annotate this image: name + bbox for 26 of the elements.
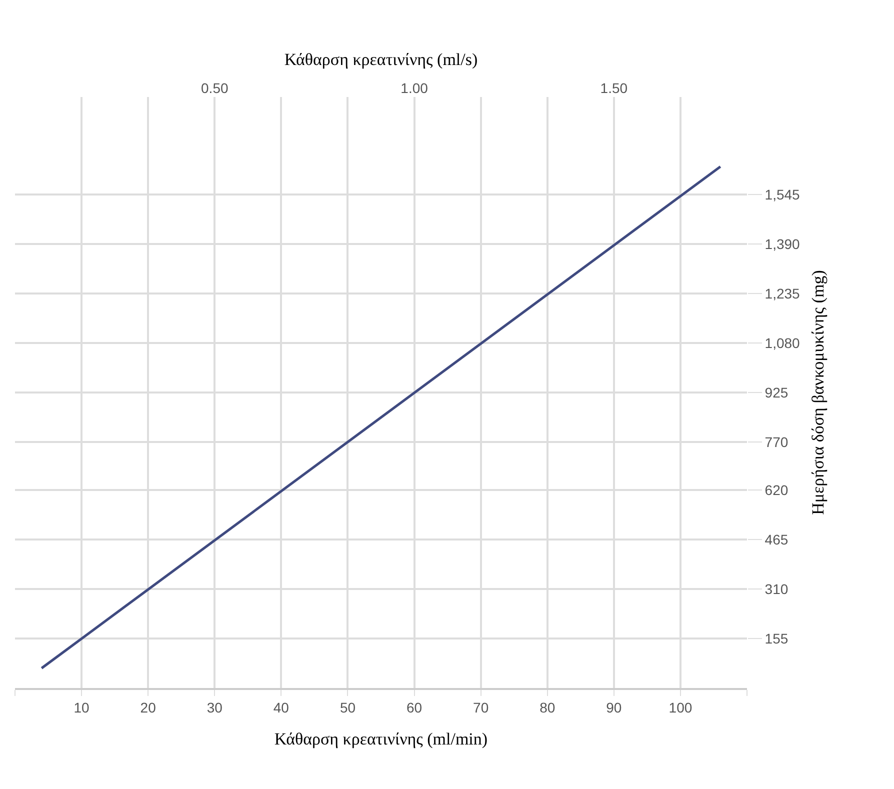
x2-tick-label: 1.00 (400, 80, 428, 96)
x-tick-label: 40 (273, 700, 290, 716)
x2-tick-label: 1.50 (600, 80, 628, 96)
y-tick-label: 925 (764, 384, 788, 400)
x-tick-label: 60 (406, 700, 422, 716)
x-tick-label: 30 (206, 700, 223, 716)
x-tick-label: 90 (606, 700, 622, 716)
y-tick-label: 310 (764, 580, 788, 597)
x-tick-label: 100 (668, 700, 692, 716)
x-axis-title: Κάθαρση κρεατινίνης (ml/min) (274, 729, 488, 748)
y-tick-label: 1,390 (764, 236, 800, 252)
y-tick-label: 620 (764, 482, 788, 498)
x2-tick-label: 0.50 (201, 80, 228, 96)
y-tick-label: 465 (764, 531, 788, 548)
x2-axis-title: Κάθαρση κρεατινίνης (ml/s) (284, 50, 478, 69)
x-tick-label: 50 (340, 700, 356, 716)
y-tick-label: 770 (764, 434, 788, 450)
y-tick-label: 1,080 (764, 334, 800, 351)
x-tick-label: 10 (74, 700, 90, 716)
y-tick-label: 1,235 (764, 285, 800, 302)
y-tick-label: 1,545 (764, 186, 800, 202)
x-tick-label: 70 (473, 700, 489, 716)
x-tick-label: 80 (540, 700, 556, 716)
y-axis-title: Ημερήσια δόση βανκομυκίνης (mg) (808, 270, 828, 515)
x-tick-label: 20 (140, 700, 156, 716)
y-tick-label: 155 (764, 630, 788, 646)
